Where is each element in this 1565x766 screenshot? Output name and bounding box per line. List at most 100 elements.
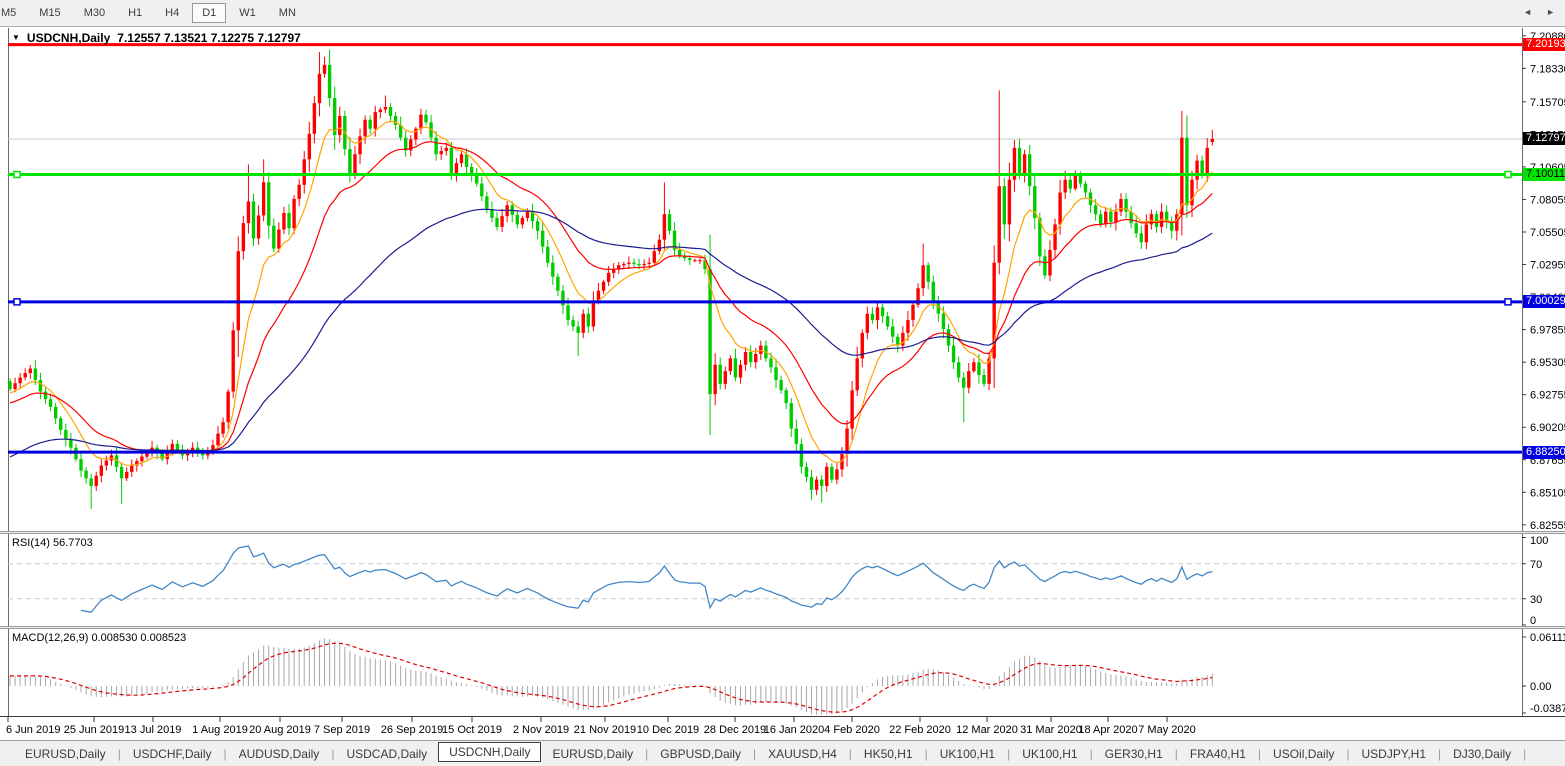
tab-divider: | bbox=[331, 746, 335, 761]
tab-divider: | bbox=[924, 746, 928, 761]
tab-divider: | bbox=[1089, 746, 1093, 761]
tab-xauusd-h4[interactable]: XAUUSD,H4 bbox=[768, 746, 837, 761]
date-tick-label: 22 Feb 2020 bbox=[889, 724, 951, 736]
date-tick-label: 12 Mar 2020 bbox=[956, 724, 1018, 736]
tab-usdchf-daily[interactable]: USDCHF,Daily bbox=[132, 746, 212, 761]
price-tick-label: 7.02955 bbox=[1530, 260, 1565, 272]
timeframe-button-W1[interactable]: W1 bbox=[239, 7, 256, 19]
date-tick-label: 7 Sep 2019 bbox=[314, 724, 370, 736]
price-tick-label: 6.97855 bbox=[1530, 325, 1565, 337]
current-price-badge: 7.12797 bbox=[1523, 132, 1565, 146]
date-tick-label: 26 Sep 2019 bbox=[381, 724, 443, 736]
tab-uk100-h1[interactable]: UK100,H1 bbox=[1022, 746, 1078, 761]
price-tick-label: 7.08055 bbox=[1530, 194, 1565, 206]
timeframe-button-H1[interactable]: H1 bbox=[128, 7, 143, 19]
chart-dropdown-arrow-icon[interactable]: ▼ bbox=[12, 33, 20, 42]
date-tick-label: 25 Jun 2019 bbox=[64, 724, 125, 736]
timeframe-button-H4[interactable]: H4 bbox=[165, 7, 180, 19]
tab-scroll-left-icon[interactable]: ◄ bbox=[1523, 7, 1533, 17]
rsi-tick-label: 70 bbox=[1530, 559, 1542, 571]
tab-fra40-h1[interactable]: FRA40,H1 bbox=[1189, 746, 1246, 761]
date-axis[interactable]: 6 Jun 2019 25 Jun 2019 13 Jul 2019 1 Aug 20… bbox=[6, 717, 1196, 736]
tab-divider: | bbox=[1523, 746, 1527, 761]
date-tick-label: 6 Jun 2019 bbox=[6, 724, 60, 736]
price-tick-label: 6.90205 bbox=[1530, 422, 1565, 434]
symbol-tabbar: EURUSD,Daily | USDCHF,Daily | AUDUSD,Daily | U… bbox=[0, 740, 1565, 766]
macd-panel bbox=[9, 638, 1213, 715]
price-tick-label: 6.92755 bbox=[1530, 390, 1565, 402]
chart-ohlc-values: 7.12557 7.13521 7.12275 7.12797 bbox=[117, 31, 301, 45]
rsi-tick-label: 100 bbox=[1530, 535, 1548, 547]
rsi-line bbox=[80, 545, 1213, 613]
tab-divider: | bbox=[848, 746, 852, 761]
tab-gbpusd-daily[interactable]: GBPUSD,Daily bbox=[660, 746, 741, 761]
tab-ger30-h1[interactable]: GER30,H1 bbox=[1104, 746, 1163, 761]
tab-divider: | bbox=[1438, 746, 1442, 761]
date-tick-label: 7 May 2020 bbox=[1138, 724, 1195, 736]
timeframe-button-M30[interactable]: M30 bbox=[83, 7, 106, 19]
date-tick-label: 10 Dec 2019 bbox=[637, 724, 699, 736]
level-line-handle bbox=[1504, 298, 1512, 306]
level-line-handle bbox=[1504, 170, 1512, 179]
timeframe-toolbar: M5 M15 M30 H1 H4 D1 W1 MN bbox=[0, 0, 1565, 27]
tab-divider: | bbox=[1346, 746, 1350, 761]
tab-eurusd-daily[interactable]: EURUSD,Daily bbox=[25, 746, 106, 761]
level-price-badge-7.10011: 7.10011 bbox=[1523, 167, 1565, 181]
tab-usdjpy-h1[interactable]: USDJPY,H1 bbox=[1361, 746, 1426, 761]
macd-tick-label: 0.061119 bbox=[1530, 632, 1565, 644]
tab-divider: | bbox=[1007, 746, 1011, 761]
tab-divider: | bbox=[1257, 746, 1262, 761]
price-tick-label: 6.82555 bbox=[1530, 520, 1565, 532]
date-tick-label: 15 Oct 2019 bbox=[442, 724, 502, 736]
rsi-panel bbox=[8, 545, 1522, 613]
chart-symbol-label: USDCNH,Daily bbox=[26, 31, 111, 45]
tab-eurusd-daily[interactable]: EURUSD,Daily bbox=[552, 746, 634, 761]
tab-scroll-right-icon[interactable]: ► bbox=[1546, 7, 1555, 17]
level-line-handle bbox=[13, 298, 21, 306]
timeframe-button-M5[interactable]: M5 bbox=[1, 7, 17, 19]
date-tick-label: 28 Dec 2019 bbox=[704, 724, 766, 736]
tab-hk50-h1[interactable]: HK50,H1 bbox=[863, 746, 913, 761]
level-price-badge-7.00029: 7.00029 bbox=[1523, 295, 1565, 309]
date-tick-label: 4 Feb 2020 bbox=[824, 724, 880, 736]
slow-ma-line bbox=[9, 208, 1213, 458]
level-price-badge-6.88250: 6.88250 bbox=[1523, 445, 1565, 459]
tab-uk100-h1[interactable]: UK100,H1 bbox=[939, 746, 996, 761]
rsi-tick-label: 30 bbox=[1530, 594, 1542, 606]
level-price-badge-7.20193: 7.20193 bbox=[1523, 38, 1565, 52]
date-tick-label: 31 Mar 2020 bbox=[1020, 724, 1082, 736]
date-tick-label: 1 Aug 2019 bbox=[192, 724, 248, 736]
tab-dj30-daily[interactable]: DJ30,Daily bbox=[1453, 746, 1512, 761]
tabbar-scroll-arrows: ◄ ► bbox=[1523, 7, 1555, 17]
price-tick-label: 7.15705 bbox=[1530, 97, 1565, 109]
date-tick-label: 2 Nov 2019 bbox=[513, 724, 569, 736]
date-tick-label: 21 Nov 2019 bbox=[574, 724, 636, 736]
timeframe-button-M15[interactable]: M15 bbox=[39, 7, 61, 19]
tab-divider: | bbox=[117, 746, 121, 761]
timeframe-button-D1[interactable]: D1 bbox=[192, 3, 227, 23]
tab-divider: | bbox=[223, 746, 227, 761]
macd-tick-label: 0.00 bbox=[1530, 681, 1551, 693]
tab-divider: | bbox=[1174, 746, 1178, 761]
price-tick-label: 7.18330 bbox=[1530, 63, 1565, 75]
chart-title: ▼ USDCNH,Daily 7.12557 7.13521 7.12275 7… bbox=[12, 31, 301, 45]
macd-tick-label: -0.038777 bbox=[1530, 703, 1565, 715]
tab-usdcnh-daily[interactable]: USDCNH,Daily bbox=[438, 742, 542, 762]
timeframe-button-MN[interactable]: MN bbox=[278, 7, 296, 19]
tab-divider: | bbox=[645, 746, 649, 761]
price-tick-label: 6.85105 bbox=[1530, 487, 1565, 499]
rsi-indicator-label: RSI(14) 56.7703 bbox=[12, 537, 93, 549]
level-line-handle bbox=[13, 170, 21, 179]
price-tick-label: 7.05505 bbox=[1530, 227, 1565, 239]
tab-audusd-daily[interactable]: AUDUSD,Daily bbox=[238, 746, 320, 761]
chart-canvas[interactable]: 7.208807.183307.157057.131557.106057.080… bbox=[0, 0, 1565, 741]
tab-usoil-daily[interactable]: USOil,Daily bbox=[1273, 746, 1335, 761]
price-tick-label: 6.95305 bbox=[1530, 357, 1565, 369]
horizontal-level-lines[interactable] bbox=[8, 43, 1522, 454]
tab-usdcad-daily[interactable]: USDCAD,Daily bbox=[346, 746, 428, 761]
date-tick-label: 13 Jul 2019 bbox=[125, 724, 182, 736]
date-tick-label: 16 Jan 2020 bbox=[764, 724, 825, 736]
rsi-tick-label: 0 bbox=[1530, 615, 1536, 627]
tab-divider: | bbox=[752, 746, 757, 761]
